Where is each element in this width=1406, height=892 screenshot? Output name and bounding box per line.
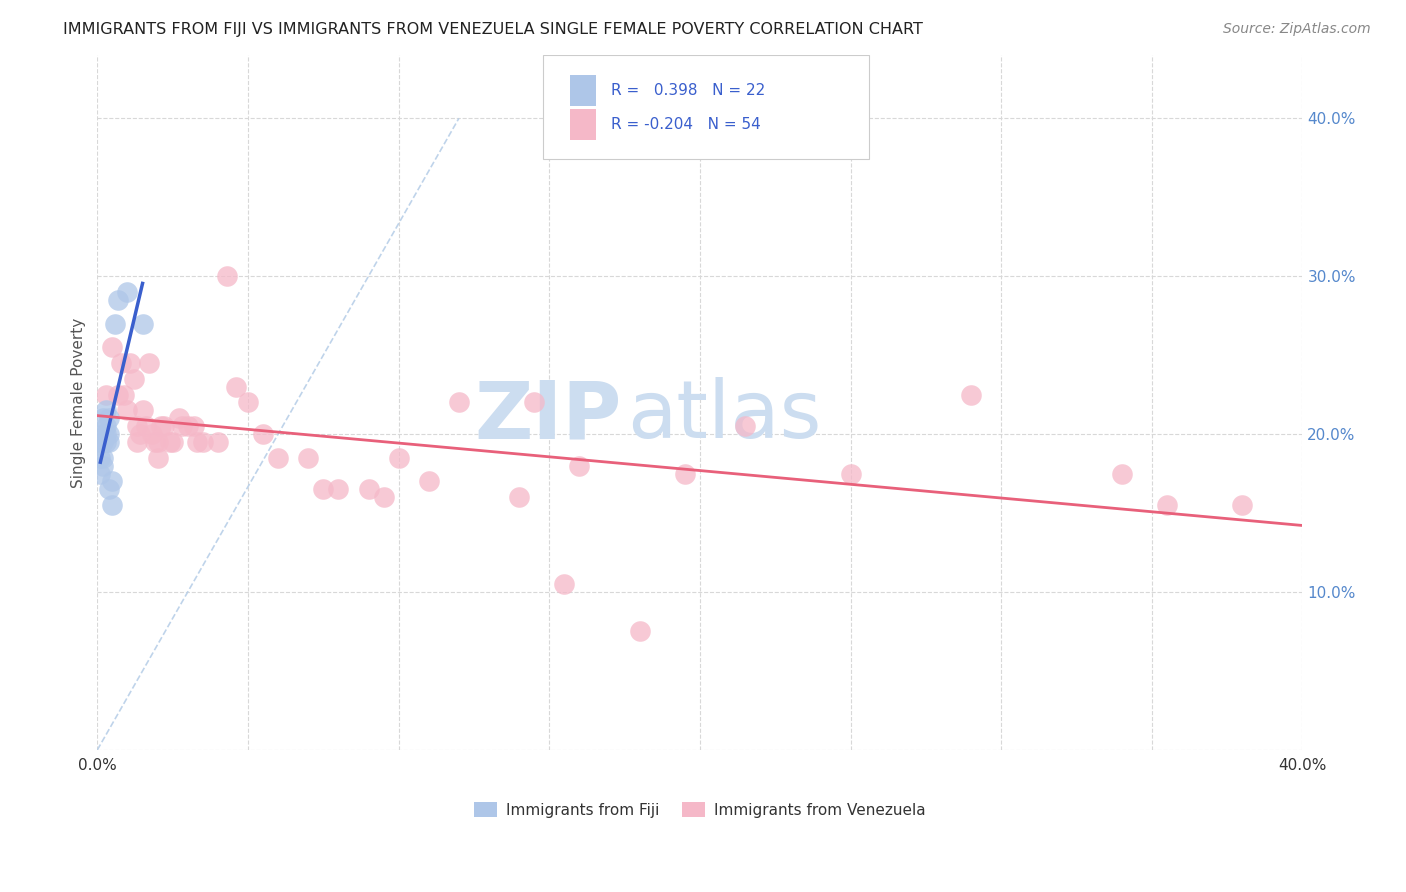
Point [357, 483, 380, 497]
Point [141, 427, 163, 442]
Point [93, 450, 115, 465]
Point [297, 450, 319, 465]
Point [225, 380, 247, 394]
Point [101, 498, 124, 512]
Point [146, 434, 169, 449]
Point [960, 387, 983, 401]
Point [508, 490, 530, 504]
Point [839, 467, 862, 481]
Point [418, 475, 440, 489]
Y-axis label: Single Female Poverty: Single Female Poverty [72, 318, 86, 488]
Text: Source: ZipAtlas.com: Source: ZipAtlas.com [1223, 22, 1371, 37]
Point [388, 450, 411, 465]
Point [186, 434, 208, 449]
Point [98, 427, 121, 442]
Point [191, 434, 214, 449]
Point [673, 467, 696, 481]
Point [104, 317, 127, 331]
Point [131, 403, 153, 417]
Point [1232, 498, 1254, 512]
Point [628, 624, 651, 639]
Point [447, 395, 470, 409]
Point [152, 419, 174, 434]
Point [170, 419, 193, 434]
Point [96, 419, 118, 434]
Point [125, 419, 148, 434]
FancyBboxPatch shape [569, 75, 596, 106]
Point [125, 434, 148, 449]
Legend: Immigrants from Fiji, Immigrants from Venezuela: Immigrants from Fiji, Immigrants from Ve… [468, 796, 932, 824]
Point [98, 483, 121, 497]
Point [117, 285, 139, 299]
Point [89, 467, 111, 481]
Point [107, 387, 129, 401]
Point [146, 450, 169, 465]
Point [93, 427, 115, 442]
Point [553, 577, 575, 591]
Point [110, 356, 132, 370]
Text: ZIP: ZIP [474, 377, 621, 456]
Point [114, 387, 136, 401]
Point [131, 317, 153, 331]
Point [98, 434, 121, 449]
Text: IMMIGRANTS FROM FIJI VS IMMIGRANTS FROM VENEZUELA SINGLE FEMALE POVERTY CORRELAT: IMMIGRANTS FROM FIJI VS IMMIGRANTS FROM … [63, 22, 924, 37]
Point [1111, 467, 1133, 481]
Text: R =   0.398   N = 22: R = 0.398 N = 22 [610, 83, 765, 98]
Point [167, 411, 190, 425]
Point [162, 434, 184, 449]
Point [215, 269, 238, 284]
Point [120, 356, 142, 370]
Point [122, 372, 145, 386]
Point [128, 427, 150, 442]
Point [96, 403, 118, 417]
Point [328, 483, 350, 497]
Point [98, 411, 121, 425]
Point [236, 395, 259, 409]
Point [183, 419, 205, 434]
Point [159, 434, 181, 449]
Point [523, 395, 546, 409]
Point [107, 293, 129, 307]
Point [568, 458, 591, 473]
Point [1156, 498, 1178, 512]
Point [312, 483, 335, 497]
Point [207, 434, 229, 449]
FancyBboxPatch shape [569, 109, 596, 140]
Point [96, 387, 118, 401]
FancyBboxPatch shape [543, 55, 869, 160]
Point [177, 419, 200, 434]
Point [143, 434, 166, 449]
Point [89, 434, 111, 449]
Text: R = -0.204   N = 54: R = -0.204 N = 54 [610, 117, 761, 132]
Point [267, 450, 290, 465]
Point [734, 419, 756, 434]
Point [117, 403, 139, 417]
Point [96, 427, 118, 442]
Point [373, 490, 395, 504]
Point [252, 427, 274, 442]
Point [138, 356, 160, 370]
Point [93, 458, 115, 473]
Point [135, 419, 157, 434]
Text: atlas: atlas [627, 377, 823, 456]
Point [101, 475, 124, 489]
Point [149, 419, 172, 434]
Point [93, 411, 115, 425]
Point [96, 434, 118, 449]
Point [93, 434, 115, 449]
Point [101, 340, 124, 354]
Point [89, 450, 111, 465]
